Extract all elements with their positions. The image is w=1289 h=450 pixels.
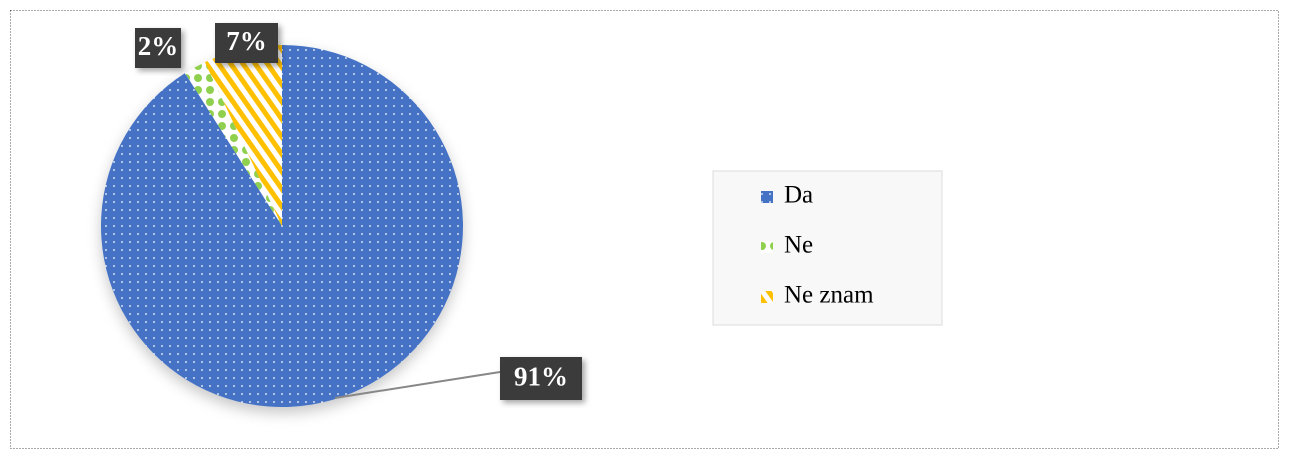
legend-label: Ne — [784, 232, 813, 259]
data-label: 2% — [138, 31, 179, 61]
frame — [10, 10, 1279, 449]
pie-slice — [185, 62, 282, 226]
legend-box — [712, 170, 943, 326]
pie-slice — [204, 45, 282, 226]
legend-marker — [761, 241, 773, 253]
legend-label: Da — [784, 182, 813, 209]
data-label-box — [135, 28, 181, 68]
data-label: 91% — [514, 362, 568, 392]
leader-line — [334, 371, 501, 399]
data-label-box — [215, 23, 278, 63]
legend-label: Ne znam — [784, 282, 874, 309]
legend-marker — [761, 291, 773, 303]
pie — [100, 45, 464, 407]
data-label-box — [500, 357, 582, 400]
data-label: 7% — [226, 26, 267, 56]
legend-marker — [761, 191, 773, 203]
